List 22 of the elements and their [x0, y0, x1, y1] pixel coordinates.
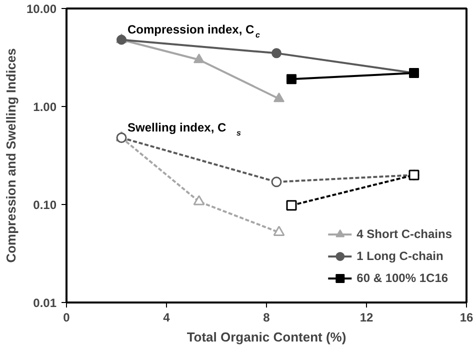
x-tick-label: 0	[63, 310, 70, 324]
point	[273, 226, 285, 236]
legend-label: 1 Long C-chain	[356, 249, 444, 263]
point	[274, 92, 284, 102]
x-tick-label: 4	[163, 310, 170, 324]
legend-label: 4 Short C-chains	[356, 227, 452, 241]
x-axis-title: Total Organic Content (%)	[186, 330, 346, 344]
x-tick-label: 8	[263, 310, 270, 324]
point	[271, 176, 282, 188]
point	[194, 53, 204, 64]
legend-label: 60 & 100% 1C16	[356, 271, 448, 285]
point	[286, 200, 297, 211]
y-tick-label: 0.10	[33, 198, 57, 212]
y-tick-label: 0.01	[33, 296, 57, 310]
y-axis-title: Compression and Swelling Indices	[3, 48, 18, 263]
point	[286, 74, 296, 84]
x-tick-label: 16	[460, 310, 474, 324]
point	[272, 48, 282, 58]
y-tick-label: 10.00	[26, 2, 57, 16]
y-tick-label: 1.00	[33, 100, 57, 114]
x-tick-label: 12	[360, 310, 374, 324]
point	[193, 195, 205, 206]
